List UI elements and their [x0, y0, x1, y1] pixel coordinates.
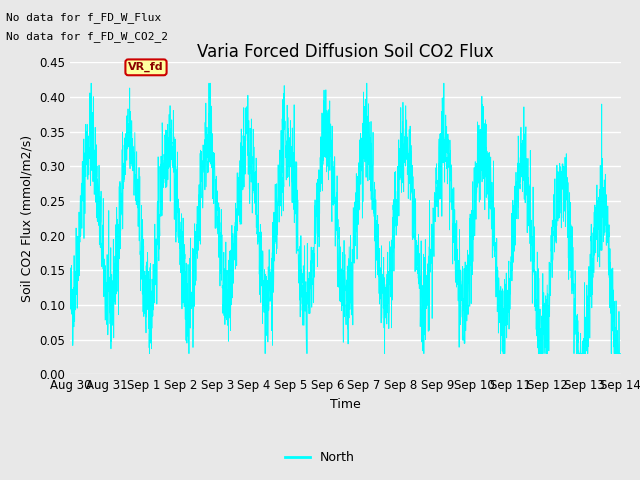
Text: VR_fd: VR_fd — [128, 62, 164, 72]
Text: No data for f_FD_W_CO2_2: No data for f_FD_W_CO2_2 — [6, 31, 168, 42]
X-axis label: Time: Time — [330, 398, 361, 411]
Title: Varia Forced Diffusion Soil CO2 Flux: Varia Forced Diffusion Soil CO2 Flux — [197, 43, 494, 61]
Y-axis label: Soil CO2 Flux (mmol/m2/s): Soil CO2 Flux (mmol/m2/s) — [21, 135, 34, 302]
Text: No data for f_FD_W_Flux: No data for f_FD_W_Flux — [6, 12, 162, 23]
Legend: North: North — [280, 446, 360, 469]
